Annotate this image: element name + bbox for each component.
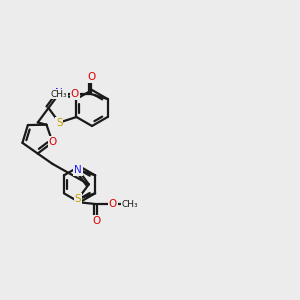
Text: S: S [56, 118, 63, 128]
Text: S: S [75, 194, 81, 204]
Text: O: O [87, 72, 95, 82]
Text: O: O [48, 137, 57, 147]
Text: O: O [92, 216, 101, 226]
Text: N: N [74, 165, 82, 175]
Text: O: O [109, 199, 117, 209]
Text: O: O [71, 89, 79, 99]
Text: CH₃: CH₃ [51, 90, 68, 99]
Text: CH₃: CH₃ [121, 200, 138, 208]
Text: N: N [56, 88, 63, 98]
